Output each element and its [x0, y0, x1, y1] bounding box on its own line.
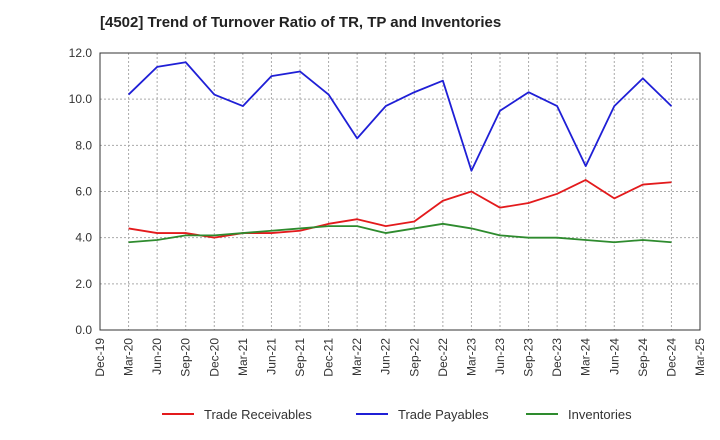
x-tick-label: Dec-19 — [93, 338, 107, 377]
x-tick-label: Mar-24 — [579, 338, 593, 376]
x-tick-label: Mar-25 — [693, 338, 707, 376]
x-tick-label: Dec-20 — [207, 338, 221, 377]
chart-title: [4502] Trend of Turnover Ratio of TR, TP… — [100, 14, 502, 31]
legend-label: Inventories — [568, 407, 632, 422]
legend-label: Trade Payables — [398, 407, 489, 422]
x-tick-label: Mar-22 — [350, 338, 364, 376]
plot-frame — [99, 52, 701, 331]
legend: Trade Receivables Trade Payables Inventori… — [162, 407, 632, 422]
x-tick-label: Jun-23 — [493, 338, 507, 375]
x-tick-label: Mar-21 — [236, 338, 250, 376]
x-tick-label: Dec-23 — [550, 338, 564, 377]
x-tick-label: Sep-24 — [636, 338, 650, 377]
x-tick-label: Sep-21 — [293, 338, 307, 377]
y-tick-label: 10.0 — [69, 92, 93, 106]
x-tick-label: Mar-20 — [122, 338, 136, 376]
x-tick-label: Sep-23 — [522, 338, 536, 377]
x-tick-label: Mar-23 — [464, 338, 478, 376]
series-line-inventories — [128, 222, 672, 244]
x-tick-label: Jun-24 — [607, 338, 621, 375]
x-tick-label: Sep-20 — [179, 338, 193, 377]
y-tick-label: 2.0 — [75, 277, 92, 291]
x-tick-label: Jun-20 — [150, 338, 164, 375]
x-tick-label: Dec-21 — [322, 338, 336, 377]
x-tick-label: Jun-22 — [379, 338, 393, 375]
y-tick-label: 0.0 — [75, 323, 92, 337]
y-tick-label: 8.0 — [75, 138, 92, 152]
x-tick-label: Dec-24 — [664, 338, 678, 377]
x-tick-label: Dec-22 — [436, 338, 450, 377]
x-tick-label: Sep-22 — [407, 338, 421, 377]
x-tick-label: Jun-21 — [264, 338, 278, 375]
series-line-trade-receivables — [128, 179, 672, 239]
axes: 0.0 2.0 4.0 6.0 8.0 10.0 12.0 Dec-19 Mar-20 Jun-2… — [69, 46, 707, 377]
y-tick-label: 4.0 — [75, 231, 92, 245]
y-tick-label: 6.0 — [75, 185, 92, 199]
series-line-trade-payables — [127, 61, 673, 172]
grid-lines — [99, 52, 701, 331]
legend-label: Trade Receivables — [204, 407, 312, 422]
y-tick-label: 12.0 — [69, 46, 93, 60]
series-layer — [127, 61, 673, 244]
